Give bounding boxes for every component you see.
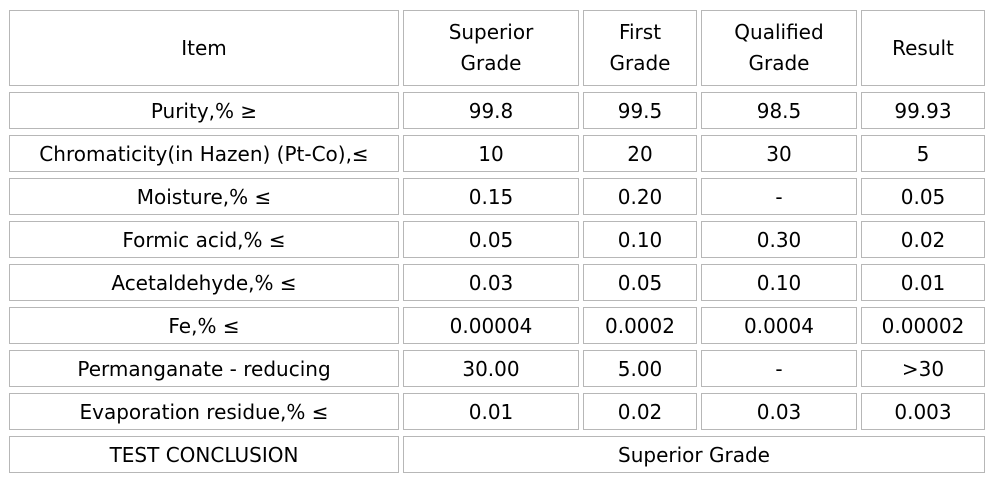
- table-row-acetaldehyde: Acetaldehyde,% ≤ 0.03 0.05 0.10 0.01: [9, 264, 985, 301]
- header-row: Item Superior Grade First Grade Qualifie…: [9, 10, 985, 86]
- row-label: Acetaldehyde,% ≤: [9, 264, 399, 301]
- value-cell: 5: [861, 135, 985, 172]
- table-row-formic-acid: Formic acid,% ≤ 0.05 0.10 0.30 0.02: [9, 221, 985, 258]
- value-cell: 0.02: [583, 393, 697, 430]
- value-cell: 0.02: [861, 221, 985, 258]
- table-row-evaporation-residue: Evaporation residue,% ≤ 0.01 0.02 0.03 0…: [9, 393, 985, 430]
- value-cell: 99.8: [403, 92, 579, 129]
- value-cell: 5.00: [583, 350, 697, 387]
- value-cell: 0.01: [861, 264, 985, 301]
- table-row-chromaticity: Chromaticity(in Hazen) (Pt-Co),≤ 10 20 3…: [9, 135, 985, 172]
- column-header-first-grade: First Grade: [583, 10, 697, 86]
- row-label: Moisture,% ≤: [9, 178, 399, 215]
- value-cell: 0.10: [583, 221, 697, 258]
- row-label: Fe,% ≤: [9, 307, 399, 344]
- conclusion-value: Superior Grade: [403, 436, 985, 473]
- value-cell: 0.01: [403, 393, 579, 430]
- conclusion-row: TEST CONCLUSION Superior Grade: [9, 436, 985, 473]
- value-cell: 0.0004: [701, 307, 857, 344]
- value-cell: 0.15: [403, 178, 579, 215]
- value-cell: 0.00002: [861, 307, 985, 344]
- table-row-moisture: Moisture,% ≤ 0.15 0.20 - 0.05: [9, 178, 985, 215]
- value-cell: 0.0002: [583, 307, 697, 344]
- row-label: Permanganate - reducing: [9, 350, 399, 387]
- table-row-permanganate: Permanganate - reducing 30.00 5.00 - >30: [9, 350, 985, 387]
- value-cell: 0.30: [701, 221, 857, 258]
- table-row-fe: Fe,% ≤ 0.00004 0.0002 0.0004 0.00002: [9, 307, 985, 344]
- value-cell: 0.10: [701, 264, 857, 301]
- value-cell: 99.5: [583, 92, 697, 129]
- value-cell: 0.05: [861, 178, 985, 215]
- value-cell: -: [701, 178, 857, 215]
- spec-table-container: Item Superior Grade First Grade Qualifie…: [5, 4, 989, 479]
- column-header-item: Item: [9, 10, 399, 86]
- conclusion-label: TEST CONCLUSION: [9, 436, 399, 473]
- row-label: Formic acid,% ≤: [9, 221, 399, 258]
- quality-spec-table: Item Superior Grade First Grade Qualifie…: [5, 4, 989, 479]
- row-label: Evaporation residue,% ≤: [9, 393, 399, 430]
- row-label: Purity,% ≥: [9, 92, 399, 129]
- column-header-superior-grade: Superior Grade: [403, 10, 579, 86]
- table-row-purity: Purity,% ≥ 99.8 99.5 98.5 99.93: [9, 92, 985, 129]
- value-cell: 0.003: [861, 393, 985, 430]
- column-header-result: Result: [861, 10, 985, 86]
- value-cell: 30.00: [403, 350, 579, 387]
- value-cell: 20: [583, 135, 697, 172]
- value-cell: -: [701, 350, 857, 387]
- value-cell: 0.03: [701, 393, 857, 430]
- value-cell: 30: [701, 135, 857, 172]
- value-cell: 0.00004: [403, 307, 579, 344]
- value-cell: 0.05: [403, 221, 579, 258]
- value-cell: 0.03: [403, 264, 579, 301]
- value-cell: >30: [861, 350, 985, 387]
- value-cell: 99.93: [861, 92, 985, 129]
- value-cell: 98.5: [701, 92, 857, 129]
- value-cell: 0.20: [583, 178, 697, 215]
- value-cell: 0.05: [583, 264, 697, 301]
- column-header-qualified-grade: Qualified Grade: [701, 10, 857, 86]
- value-cell: 10: [403, 135, 579, 172]
- row-label: Chromaticity(in Hazen) (Pt-Co),≤: [9, 135, 399, 172]
